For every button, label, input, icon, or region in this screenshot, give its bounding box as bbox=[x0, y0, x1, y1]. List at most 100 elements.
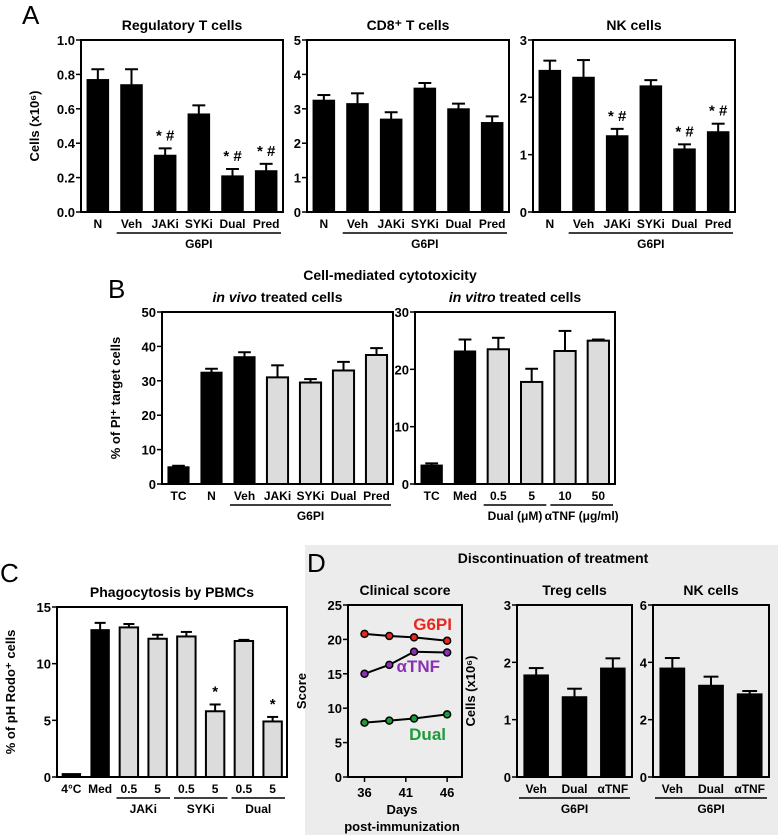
group-label: JAKi bbox=[130, 802, 157, 816]
y-tick-label: 0 bbox=[402, 477, 409, 492]
group-label: G6PI bbox=[297, 509, 324, 523]
bar bbox=[147, 637, 168, 778]
x-tick-label: Pred bbox=[253, 217, 280, 231]
chart-title-rest: treated cells bbox=[496, 289, 582, 305]
chart-title: Clinical score bbox=[359, 582, 450, 598]
y-tick-label: 0.2 bbox=[57, 171, 75, 186]
group-label: G6PI bbox=[185, 237, 212, 251]
chart-title: in vitro treated cells bbox=[449, 289, 581, 305]
x-tick-label: 0.5 bbox=[490, 489, 507, 503]
chart-title-italic: in vitro bbox=[449, 289, 496, 305]
series-line bbox=[364, 632, 448, 642]
plot-frame bbox=[80, 39, 284, 213]
bar bbox=[364, 354, 389, 485]
x-tick-label: Dual bbox=[330, 489, 356, 503]
bar bbox=[120, 84, 143, 213]
x-tick-label: SYKi bbox=[637, 217, 665, 231]
x-tick-label: Dual bbox=[698, 782, 724, 796]
bar bbox=[200, 371, 223, 485]
data-point bbox=[360, 629, 369, 639]
bar bbox=[265, 376, 290, 485]
significance-marker: * bbox=[212, 683, 218, 700]
y-tick-label: 0 bbox=[520, 205, 527, 220]
x-tick-label: N bbox=[319, 217, 328, 231]
bar bbox=[706, 131, 730, 213]
y-tick-label: 30 bbox=[142, 374, 156, 389]
significance-marker: * # bbox=[675, 123, 694, 140]
group-label: αTNF (μg/ml) bbox=[545, 509, 619, 523]
significance-marker: * # bbox=[608, 108, 627, 125]
chart-title-italic: in vivo bbox=[213, 289, 258, 305]
y-axis-label: % of pH Rodo⁺ cells bbox=[3, 630, 18, 755]
y-tick-label: 0.0 bbox=[57, 205, 75, 220]
y-tick-label: 1 bbox=[294, 171, 301, 186]
y-tick-label: 0 bbox=[44, 770, 51, 785]
group-label: G6PI bbox=[561, 802, 588, 816]
x-tick-label: 5 bbox=[154, 782, 161, 796]
x-tick-label: N bbox=[93, 217, 102, 231]
panel-d-title: Discontinuation of treatment bbox=[458, 550, 649, 566]
x-tick-label: Dual bbox=[445, 217, 471, 231]
y-axis-label: Cells (x10⁶) bbox=[27, 90, 42, 161]
bar bbox=[673, 148, 696, 213]
data-point bbox=[385, 660, 394, 670]
data-point bbox=[385, 716, 394, 725]
x-axis-label-line2: post-immunization bbox=[344, 819, 460, 834]
chart-title: NK cells bbox=[606, 17, 661, 33]
chart-b1: in vivo treated cells % of PI⁺ target cel… bbox=[108, 289, 394, 523]
plot-frame bbox=[56, 606, 288, 778]
x-tick-label: 41 bbox=[399, 785, 413, 800]
chart-title: NK cells bbox=[683, 582, 738, 598]
series-label: G6PI bbox=[413, 615, 452, 634]
y-tick-label: 0.8 bbox=[57, 67, 75, 82]
x-tick-label: Pred bbox=[705, 217, 732, 231]
x-tick-label: 5 bbox=[528, 489, 535, 503]
plot-frame bbox=[516, 604, 633, 778]
chart-a2: CD8⁺ T cells 0 1 2 3 4 5 N Veh JAKi SYKi Dual Pred G6… bbox=[294, 17, 510, 251]
x-tick-label: N bbox=[545, 217, 554, 231]
significance-marker: * # bbox=[156, 127, 175, 144]
bar bbox=[605, 135, 629, 213]
x-tick-label: Dual bbox=[219, 217, 245, 231]
plot-frame bbox=[306, 39, 510, 213]
bar bbox=[486, 348, 510, 485]
x-tick-label: 0.5 bbox=[178, 782, 195, 796]
x-tick-label: Veh bbox=[525, 782, 546, 796]
y-tick-label: 2 bbox=[504, 655, 511, 670]
x-tick-label: JAKi bbox=[151, 217, 178, 231]
bar bbox=[480, 122, 504, 213]
data-point bbox=[385, 631, 394, 641]
x-tick-label: SYKi bbox=[296, 489, 324, 503]
bar bbox=[736, 693, 763, 778]
y-tick-label: 2 bbox=[294, 136, 301, 151]
y-axis-label: Cells (x10⁶) bbox=[463, 655, 478, 726]
group-label: G6PI bbox=[637, 237, 664, 251]
y-tick-label: 5 bbox=[294, 33, 301, 48]
series-line bbox=[364, 650, 448, 675]
y-tick-label: 6 bbox=[640, 598, 647, 613]
x-tick-label: Veh bbox=[347, 217, 368, 231]
y-tick-label: 50 bbox=[142, 305, 156, 320]
y-tick-label: 3 bbox=[294, 102, 301, 117]
y-tick-label: 0 bbox=[504, 770, 511, 785]
y-tick-label: 40 bbox=[142, 339, 156, 354]
x-tick-label: αTNF bbox=[597, 782, 628, 796]
significance-marker: * # bbox=[709, 103, 728, 120]
bar bbox=[176, 635, 197, 779]
x-tick-label: JAKi bbox=[264, 489, 291, 503]
chart-d3: NK cells 0 2 4 6 Veh Dual αTNF G6PI bbox=[640, 582, 770, 816]
bar bbox=[233, 356, 256, 485]
y-tick-label: 3 bbox=[504, 598, 511, 613]
bar bbox=[346, 103, 369, 213]
plot-frame bbox=[347, 604, 463, 778]
significance-marker: * # bbox=[223, 148, 242, 165]
y-tick-label: 20 bbox=[142, 408, 156, 423]
bar bbox=[312, 99, 336, 213]
data-point bbox=[360, 669, 369, 679]
chart-title: CD8⁺ T cells bbox=[367, 17, 450, 33]
bar bbox=[413, 87, 437, 213]
y-tick-label: 0 bbox=[640, 770, 647, 785]
data-point bbox=[360, 718, 369, 727]
y-tick-label: 10 bbox=[142, 443, 156, 458]
bar bbox=[639, 85, 663, 213]
